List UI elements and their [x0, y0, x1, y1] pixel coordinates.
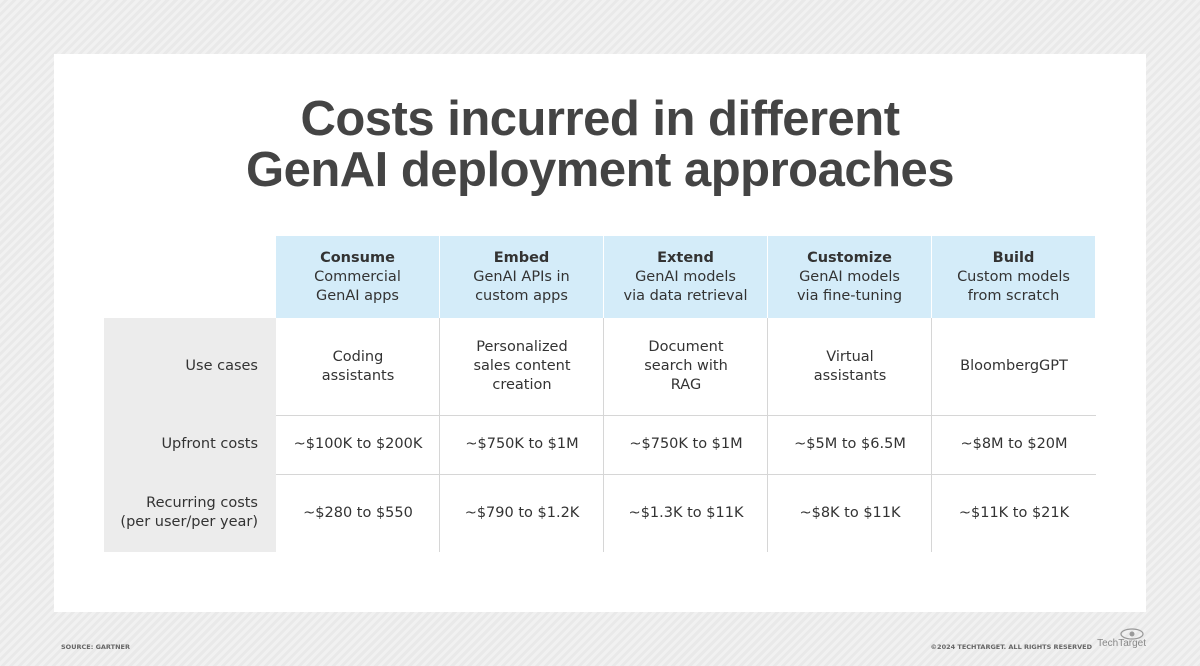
row-divider: [276, 415, 1096, 416]
column-divider: [439, 318, 440, 552]
table-cell: BloombergGPT: [960, 358, 1068, 374]
column-header: Extend GenAI models via data retrieval: [604, 236, 767, 318]
table-cell: ~$280 to $550: [303, 504, 413, 521]
column-name: Extend: [657, 249, 714, 266]
column-description: GenAI models via fine-tuning: [796, 268, 903, 304]
column-name: Customize: [807, 249, 892, 266]
copyright: ©2024 TECHTARGET. ALL RIGHTS RESERVED: [930, 643, 1092, 651]
column-description: GenAI models via data retrieval: [623, 268, 748, 304]
table-cell: ~$5M to $6.5M: [794, 436, 906, 452]
table-cell: ~$8K to $11K: [799, 504, 901, 521]
column-description: Commercial GenAI apps: [314, 268, 401, 304]
row-label: Recurring costs (per user/per year): [104, 474, 276, 552]
column-name: Embed: [493, 249, 550, 266]
column-header: Build Custom models from scratch: [932, 236, 1095, 318]
logo-icon: [1120, 628, 1144, 640]
table-cell: Document search with RAG: [644, 339, 728, 393]
table-cell: ~$11K to $21K: [958, 504, 1070, 521]
column-header: Embed GenAI APIs in custom apps: [440, 236, 603, 318]
logo: TechTarget: [1097, 638, 1146, 649]
source: SOURCE: GARTNER: [61, 643, 130, 651]
column-name: Consume: [320, 249, 395, 266]
column-divider: [767, 318, 768, 552]
row-label: Upfront costs: [104, 415, 276, 474]
column-header: Customize GenAI models via fine-tuning: [768, 236, 931, 318]
column-divider: [603, 318, 604, 552]
table-cell: ~$750K to $1M: [465, 436, 579, 452]
column-name: Build: [992, 249, 1035, 266]
title: Costs incurred in different GenAI deploy…: [245, 92, 955, 197]
table-cell: Personalized sales content creation: [473, 339, 571, 393]
table-cell: Coding assistants: [321, 348, 395, 384]
table-cell: ~$100K to $200K: [293, 436, 423, 452]
column-header: Consume Commercial GenAI apps: [276, 236, 439, 318]
row-label: Use cases: [104, 318, 276, 415]
column-description: Custom models from scratch: [957, 268, 1070, 304]
table-cell: Virtual assistants: [813, 348, 887, 384]
table-cell: ~$790 to $1.2K: [464, 504, 580, 521]
table-cell: ~$1.3K to $11K: [628, 504, 744, 521]
column-divider: [931, 318, 932, 552]
table-cell: ~$8M to $20M: [960, 436, 1068, 452]
column-description: GenAI APIs in custom apps: [473, 268, 570, 304]
row-divider: [276, 474, 1096, 475]
table-cell: ~$750K to $1M: [629, 436, 743, 452]
